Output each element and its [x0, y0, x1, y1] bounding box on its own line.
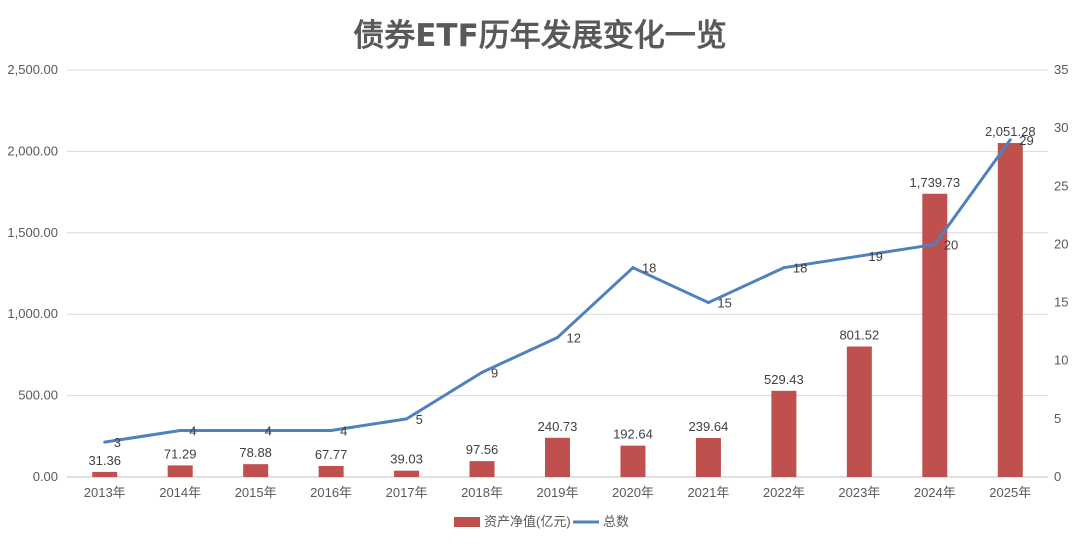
bar-data-label: 801.52 [839, 328, 879, 343]
bar-data-label: 97.56 [466, 442, 499, 457]
y-left-tick-label: 500.00 [18, 388, 58, 403]
line-data-label: 29 [1019, 133, 1033, 148]
line-data-label: 4 [340, 423, 347, 438]
line-data-label: 5 [416, 412, 423, 427]
y-right-tick-label: 35 [1054, 62, 1068, 77]
bar [469, 461, 495, 477]
bar [620, 445, 646, 477]
line-data-label: 18 [793, 261, 807, 276]
bar-data-label: 78.88 [239, 445, 272, 460]
line-data-label: 3 [114, 435, 121, 450]
x-tick-label: 2017年 [386, 485, 428, 500]
x-tick-label: 2014年 [159, 485, 201, 500]
bar [695, 437, 721, 477]
bar [92, 471, 118, 477]
y-left-tick-label: 1,500.00 [7, 225, 58, 240]
line-point [556, 335, 559, 339]
line-series [104, 138, 1012, 444]
line-point [782, 266, 786, 270]
bar-data-label: 39.03 [390, 452, 423, 467]
y-left-tick-label: 1,000.00 [7, 306, 58, 321]
bar-data-label: 1,739.73 [910, 175, 961, 190]
bar [167, 465, 193, 477]
bar-data-label: 529.43 [764, 372, 804, 387]
line-point [103, 440, 107, 444]
bar-data-label: 2,051.28 [985, 124, 1036, 139]
line-data-label: 4 [265, 423, 272, 438]
legend-swatch-bar [454, 517, 480, 527]
legend-label-line: 总数 [603, 514, 629, 529]
line-point [631, 266, 635, 270]
x-tick-label: 2021年 [687, 485, 729, 500]
line-data-label: 15 [717, 296, 731, 311]
y-left-tick-label: 0.00 [33, 469, 58, 484]
line-data-label: 20 [944, 237, 958, 252]
x-tick-label: 2016年 [310, 485, 352, 500]
line-point [178, 428, 182, 432]
x-tick-label: 2019年 [537, 485, 579, 500]
bar-data-label: 240.73 [538, 419, 578, 434]
line-point [706, 301, 710, 305]
bar-data-label: 67.77 [315, 447, 348, 462]
line-point [933, 242, 937, 246]
y-right-tick-label: 20 [1054, 236, 1068, 251]
line-data-label: 4 [189, 423, 196, 438]
line-data-label: 12 [567, 330, 581, 345]
chart-title: 债券ETF历年发展变化一览 [353, 18, 727, 54]
y-left-tick-label: 2,500.00 [7, 62, 58, 77]
line-point [329, 428, 333, 432]
line-point [1008, 138, 1012, 142]
x-tick-label: 2025年 [989, 485, 1031, 500]
y-right-tick-label: 30 [1054, 120, 1068, 135]
bar [846, 346, 872, 477]
legend-label-bar: 资产净值(亿元) [484, 514, 571, 529]
x-tick-label: 2023年 [838, 485, 880, 500]
bar-data-label: 31.36 [88, 453, 121, 468]
line-data-label: 9 [491, 365, 498, 380]
line-point [480, 370, 484, 374]
line-point [857, 254, 861, 258]
bar [394, 470, 420, 477]
bar [997, 143, 1023, 477]
x-tick-label: 2024年 [914, 485, 956, 500]
y-right-tick-label: 5 [1054, 411, 1061, 426]
bar [545, 437, 570, 477]
x-tick-label: 2013年 [84, 485, 126, 500]
y-right-tick-label: 10 [1054, 353, 1068, 368]
bar [243, 464, 269, 477]
x-tick-label: 2015年 [235, 485, 277, 500]
bar-data-label: 192.64 [613, 427, 653, 442]
x-tick-label: 2020年 [612, 485, 654, 500]
line-data-label: 18 [642, 261, 656, 276]
x-tick-label: 2022年 [763, 485, 805, 500]
x-tick-label: 2018年 [461, 485, 503, 500]
y-left-tick-label: 2,000.00 [7, 143, 58, 158]
bar [318, 465, 344, 477]
y-right-tick-label: 25 [1054, 178, 1068, 193]
line-data-label: 19 [868, 249, 882, 264]
bar-data-label: 239.64 [689, 419, 729, 434]
line-point [405, 417, 409, 421]
line-point [254, 428, 258, 432]
bar [922, 193, 948, 477]
y-right-tick-label: 0 [1054, 469, 1061, 484]
bar [771, 390, 797, 477]
y-right-tick-label: 15 [1054, 295, 1068, 310]
bar-data-label: 71.29 [164, 446, 197, 461]
